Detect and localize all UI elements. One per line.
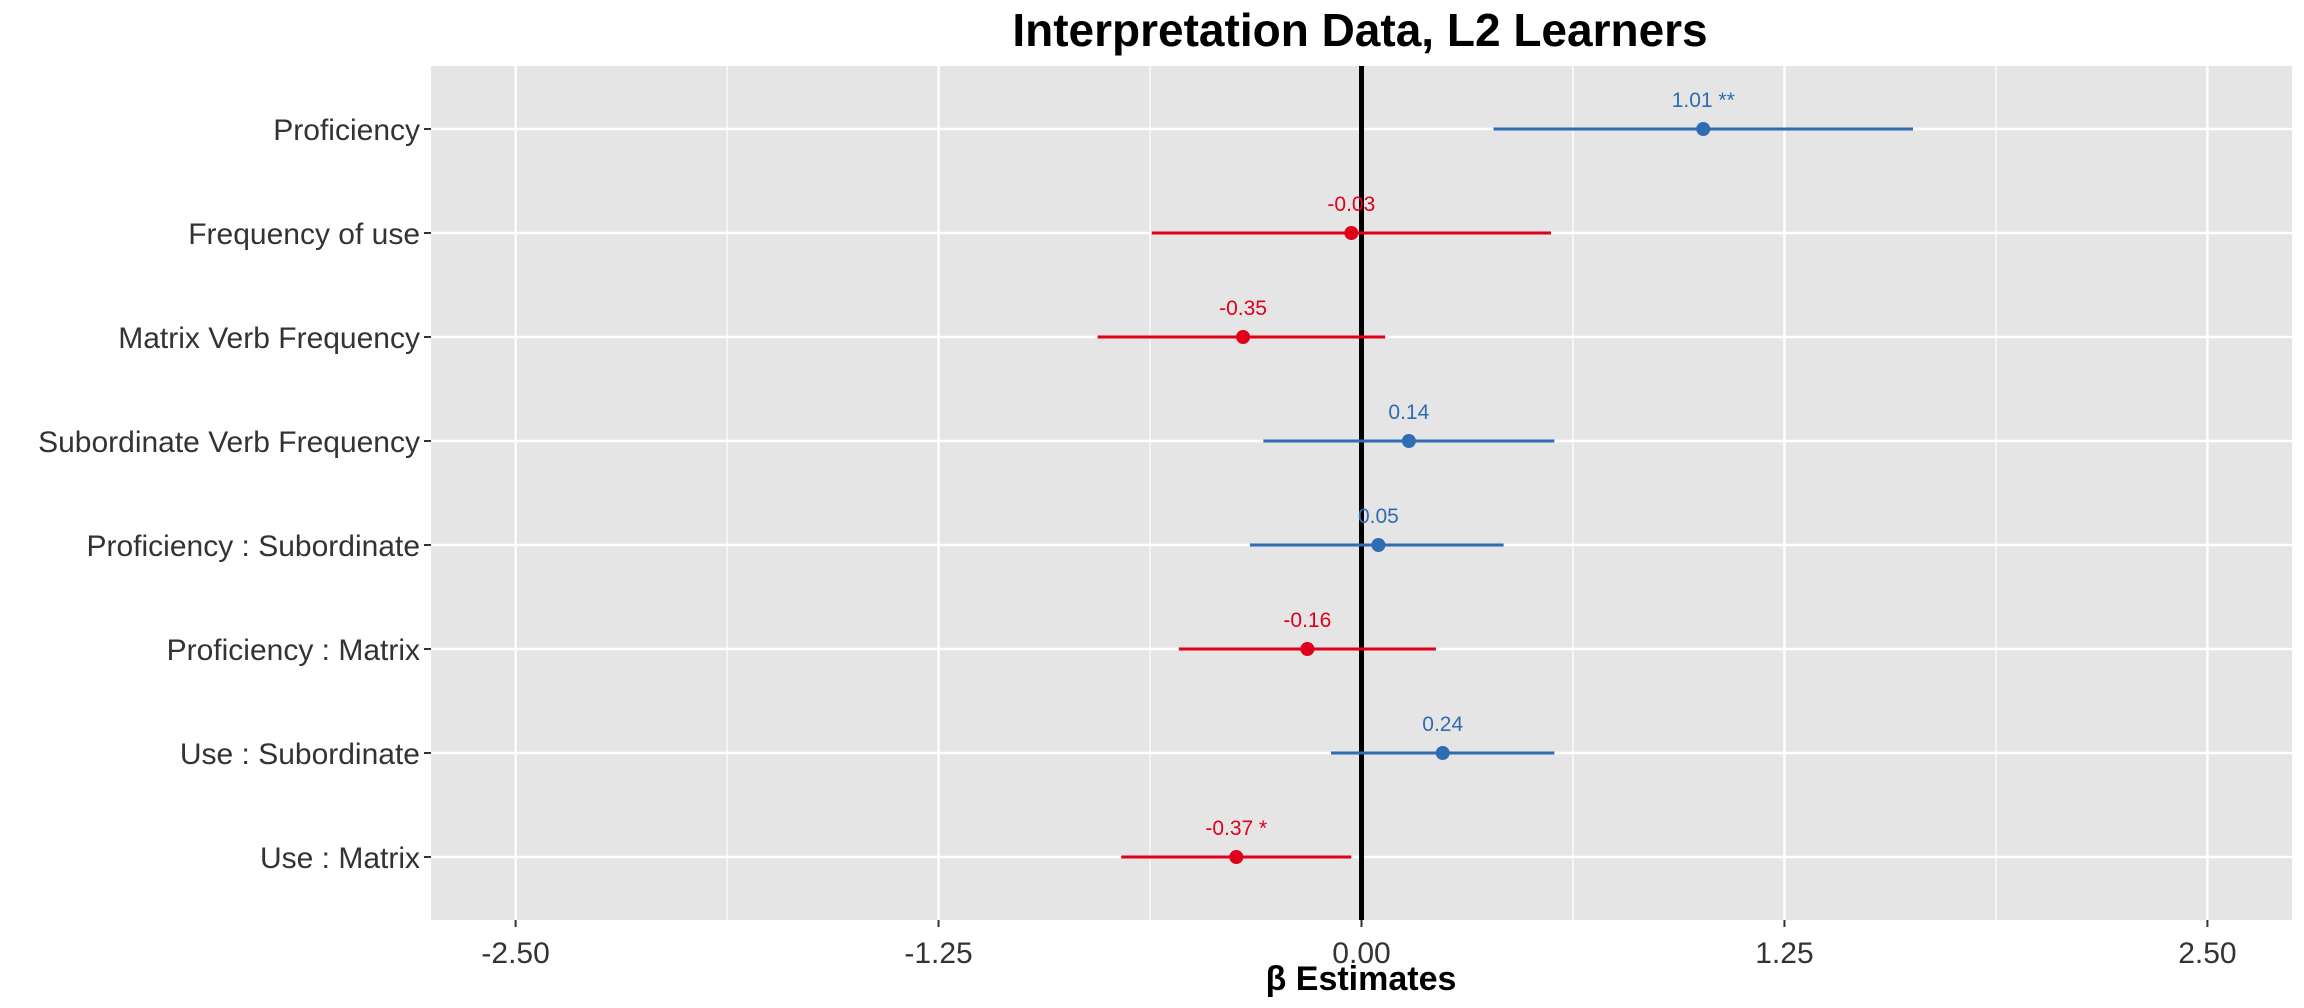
x-tick-label: 2.50: [2178, 937, 2236, 970]
estimate-point: [1401, 434, 1416, 448]
y-tick-label: Subordinate Verb Frequency: [38, 426, 420, 459]
data-label: 0.14: [1388, 401, 1429, 424]
y-tick-label: Frequency of use: [188, 218, 420, 251]
y-tick-label: Matrix Verb Frequency: [118, 322, 420, 355]
y-axis: Proficiency Frequency of use Matrix Verb F…: [38, 114, 431, 875]
y-tick-label: Proficiency : Subordinate: [86, 530, 420, 563]
y-tick-label: Proficiency: [273, 114, 420, 147]
estimate-point: [1229, 850, 1244, 864]
estimate-point: [1696, 122, 1711, 136]
data-label: -0.35: [1219, 297, 1267, 320]
data-label: 1.01 **: [1672, 89, 1735, 112]
estimate-point: [1435, 746, 1450, 760]
chart-title: Interpretation Data, L2 Learners: [1012, 4, 1707, 56]
estimate-point: [1236, 330, 1251, 344]
y-tick-label: Use : Matrix: [260, 842, 420, 875]
estimate-point: [1300, 642, 1315, 656]
data-label: -0.03: [1327, 193, 1375, 216]
x-axis: -2.50 -1.25 0.00 1.25 2.50: [481, 920, 2237, 970]
data-label: -0.16: [1283, 609, 1331, 632]
x-tick-label: -1.25: [904, 937, 972, 970]
x-tick-label: -2.50: [481, 937, 549, 970]
data-label: -0.37 *: [1205, 817, 1267, 840]
y-tick-label: Use : Subordinate: [180, 738, 420, 771]
x-tick-label: 1.25: [1755, 937, 1813, 970]
data-label: 0.24: [1422, 713, 1463, 736]
x-axis-title: β Estimates: [1266, 960, 1457, 998]
y-tick-label: Proficiency : Matrix: [167, 634, 420, 667]
estimate-marks: 1.01 ** -0.03 -0.35 0.14 0.05 -0.16 0.24 -0.37 …: [1097, 89, 1914, 864]
estimate-point: [1371, 538, 1386, 552]
minor-gridlines: [726, 66, 1997, 920]
data-label: 0.05: [1358, 505, 1399, 528]
x-tick-label: 0.00: [1332, 937, 1390, 970]
estimate-point: [1344, 226, 1359, 240]
